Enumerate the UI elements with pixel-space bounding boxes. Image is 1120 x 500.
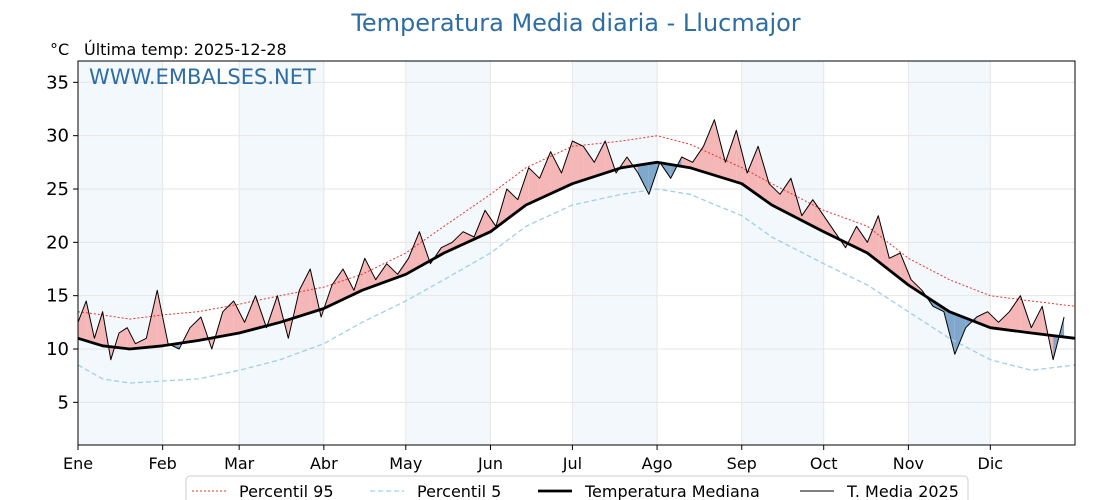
fill-above-median-74 <box>856 226 868 253</box>
fill-above-median-75 <box>867 215 879 262</box>
x-tick-label-Mar: Mar <box>224 454 255 473</box>
fill-above-median-90 <box>1031 306 1043 335</box>
fill-above-median-66 <box>769 183 780 210</box>
legend-label-1: Percentil 5 <box>417 482 501 500</box>
fill-above-median-86 <box>987 311 999 329</box>
y-tick-label-20: 20 <box>46 232 69 253</box>
fill-above-median-62 <box>725 130 737 182</box>
y-tick-label-15: 15 <box>46 286 69 307</box>
fill-above-median-38 <box>463 231 475 245</box>
month-band-0 <box>78 61 163 445</box>
month-band-5 <box>908 61 991 445</box>
fill-above-median-27 <box>342 269 354 300</box>
legend: Percentil 95 Percentil 5 Temperatura Media… <box>185 475 969 500</box>
y-tick-label-10: 10 <box>46 339 69 360</box>
y-axis-unit-label: °C <box>50 40 69 59</box>
legend-label-3: T. Media 2025 <box>846 482 959 500</box>
fill-above-median-59 <box>692 146 704 172</box>
fill-above-median-49 <box>583 146 595 181</box>
legend-label-0: Percentil 95 <box>239 482 334 500</box>
watermark: WWW.EMBALSES.NET <box>89 65 316 89</box>
fill-above-median-43 <box>517 167 529 212</box>
fill-above-median-23 <box>299 269 311 317</box>
fill-above-median-79 <box>911 279 923 294</box>
fill-above-median-30 <box>375 263 387 286</box>
fill-above-median-45 <box>539 151 551 199</box>
plot-frame <box>77 60 1076 446</box>
fill-above-median-3 <box>94 311 103 346</box>
x-tick-label-Ago: Ago <box>642 454 673 473</box>
series-line-t-media-2025 <box>77 119 1065 361</box>
legend-label-2: Temperatura Mediana <box>584 482 760 500</box>
series-line-percentil-95 <box>77 135 1076 320</box>
x-tick-label-Sep: Sep <box>727 454 757 473</box>
fill-above-median-18 <box>244 295 256 332</box>
fill-above-median-29 <box>364 258 376 290</box>
fill-above-median-63 <box>736 130 748 188</box>
x-tick-label-Jun: Jun <box>477 454 503 473</box>
series-lines <box>77 119 1076 384</box>
fill-above-median-70 <box>812 199 824 232</box>
fill-above-median-1 <box>78 301 87 341</box>
x-tick-label-Ene: Ene <box>63 454 93 473</box>
fill-above-median-64 <box>747 146 759 196</box>
x-tick-label-Jul: Jul <box>562 454 582 473</box>
fill-above-median-46 <box>550 151 562 194</box>
fill-above-median-48 <box>572 141 584 184</box>
fill-above-median-87 <box>998 311 1010 331</box>
y-tick-label-30: 30 <box>46 126 69 147</box>
fill-below-median-83 <box>954 313 966 355</box>
fill-above-median-6 <box>118 327 128 349</box>
y-tick-label-25: 25 <box>46 179 69 200</box>
grid-lines <box>77 61 1075 445</box>
fill-above-median-69 <box>801 199 813 227</box>
fill-above-median-7 <box>127 327 136 349</box>
fill-above-median-47 <box>561 141 573 189</box>
x-tick-label-May: May <box>389 454 422 473</box>
month-band-4 <box>741 61 824 445</box>
month-bands <box>78 61 991 445</box>
y-tick-label-5: 5 <box>58 392 69 413</box>
chart-title: Temperatura Media diaria - Llucmajor <box>350 9 800 37</box>
x-tick-label-Dic: Dic <box>978 454 1004 473</box>
last-temp-label: Última temp: 2025-12-28 <box>84 40 287 59</box>
fill-above-median-76 <box>878 215 890 271</box>
y-tick-label-35: 35 <box>46 72 69 93</box>
fill-above-median-26 <box>332 269 343 305</box>
fill-above-median-78 <box>900 253 912 287</box>
legend-box <box>185 475 969 500</box>
fill-above-median-13 <box>189 317 201 342</box>
fill-above-median-44 <box>528 167 540 204</box>
fill-above-median-33 <box>408 231 420 273</box>
fill-above-median-9 <box>146 290 158 348</box>
x-tick-label-Feb: Feb <box>149 454 177 473</box>
fill-above-median-88 <box>1009 295 1021 332</box>
fill-above-median-67 <box>779 178 791 215</box>
fill-above-median-8 <box>135 338 147 349</box>
fill-above-median-50 <box>594 141 606 177</box>
month-band-1 <box>239 61 324 445</box>
y-axis-ticks: 5 10 15 20 25 30 35 <box>46 72 78 413</box>
series-line-percentil-5 <box>77 188 1076 384</box>
x-tick-label-Oct: Oct <box>810 454 838 473</box>
fill-above-median-60 <box>703 119 715 176</box>
x-tick-label-Abr: Abr <box>310 454 338 473</box>
month-band-3 <box>572 61 658 445</box>
fill-below-median-54 <box>637 163 649 195</box>
x-tick-label-Nov: Nov <box>893 454 924 473</box>
fill-above-median-17 <box>233 301 245 334</box>
series-line-temperatura-mediana <box>77 160 1076 351</box>
fill-above-median-61 <box>714 119 726 179</box>
fill-above-median-65 <box>758 146 770 204</box>
x-axis-ticks: Ene Feb Mar Abr May Jun Jul Ago Sep Oct Nov Dic <box>63 445 1003 473</box>
